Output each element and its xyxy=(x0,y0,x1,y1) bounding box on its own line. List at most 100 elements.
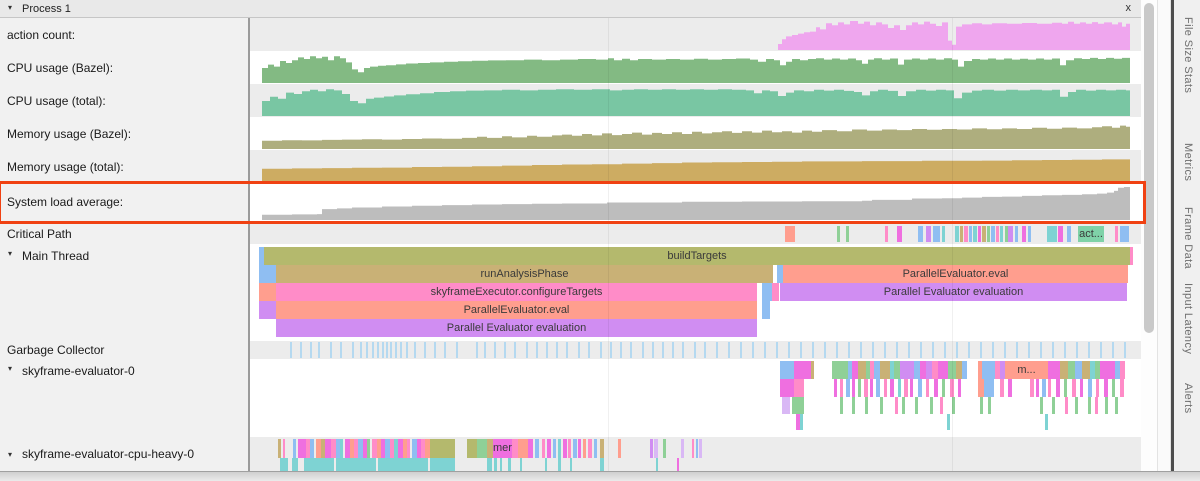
gc-event-tick[interactable] xyxy=(1100,342,1102,358)
trace-slice[interactable] xyxy=(354,439,358,458)
trace-slice[interactable] xyxy=(980,397,983,414)
trace-slice[interactable] xyxy=(880,361,890,379)
trace-slice[interactable] xyxy=(696,439,698,458)
trace-slice[interactable] xyxy=(1000,379,1004,397)
tab-frame-data[interactable]: Frame Data xyxy=(1182,207,1194,270)
gc-event-tick[interactable] xyxy=(395,342,397,358)
trace-slice[interactable] xyxy=(926,361,932,379)
garbage-collector-track[interactable] xyxy=(250,341,1141,359)
trace-slice[interactable] xyxy=(340,439,343,458)
trace-slice[interactable] xyxy=(1112,379,1115,397)
critical-path-track[interactable]: act... xyxy=(250,224,1141,244)
trace-slice[interactable] xyxy=(1075,361,1082,379)
trace-slice[interactable] xyxy=(1022,226,1026,242)
counter-track-cpu-total[interactable] xyxy=(250,84,1141,117)
trace-slice[interactable] xyxy=(293,439,296,458)
trace-slice[interactable] xyxy=(898,379,901,397)
tab-alerts[interactable]: Alerts xyxy=(1182,383,1194,414)
trace-slice[interactable] xyxy=(782,397,790,414)
trace-slice[interactable] xyxy=(1028,226,1031,242)
trace-slice[interactable] xyxy=(467,439,477,458)
trace-slice[interactable] xyxy=(1052,397,1055,414)
trace-slice[interactable] xyxy=(487,439,493,458)
trace-slice[interactable] xyxy=(1058,226,1063,242)
gc-event-tick[interactable] xyxy=(514,342,516,358)
trace-slice[interactable] xyxy=(978,379,984,397)
trace-slice[interactable] xyxy=(568,439,571,458)
trace-slice[interactable] xyxy=(1100,361,1115,379)
trace-slice[interactable] xyxy=(926,226,931,242)
trace-slice[interactable] xyxy=(934,379,938,397)
trace-slice[interactable] xyxy=(363,439,367,458)
trace-slice[interactable] xyxy=(811,361,814,379)
trace-slice[interactable] xyxy=(1064,379,1067,397)
trace-slice[interactable] xyxy=(600,439,604,458)
trace-slice[interactable] xyxy=(259,265,276,283)
trace-slice[interactable] xyxy=(304,458,334,471)
trace-slice[interactable] xyxy=(336,458,376,471)
gc-event-tick[interactable] xyxy=(662,342,664,358)
trace-slice[interactable] xyxy=(494,458,497,471)
trace-slice[interactable] xyxy=(955,226,959,242)
gc-event-tick[interactable] xyxy=(694,342,696,358)
gc-event-tick[interactable] xyxy=(400,342,402,358)
gc-event-tick[interactable] xyxy=(300,342,302,358)
trace-slice-labeled[interactable]: Parallel Evaluator evaluation xyxy=(780,283,1127,301)
trace-slice[interactable] xyxy=(1060,361,1068,379)
gc-event-tick[interactable] xyxy=(1004,342,1006,358)
trace-slice[interactable] xyxy=(890,361,894,379)
counter-track-cpu-bazel[interactable] xyxy=(250,51,1141,84)
trace-slice[interactable] xyxy=(762,283,772,301)
trace-slice-labeled[interactable]: m... xyxy=(1005,361,1048,379)
tab-input-latency[interactable]: Input Latency xyxy=(1182,283,1194,355)
gc-event-tick[interactable] xyxy=(812,342,814,358)
trace-slice[interactable] xyxy=(1045,414,1048,430)
trace-slice[interactable] xyxy=(306,439,310,458)
gc-event-tick[interactable] xyxy=(968,342,970,358)
trace-slice[interactable] xyxy=(952,397,955,414)
trace-slice[interactable] xyxy=(692,439,694,458)
gc-event-tick[interactable] xyxy=(630,342,632,358)
trace-slice-labeled[interactable]: buildTargets xyxy=(264,247,1130,265)
trace-slice[interactable] xyxy=(1036,379,1039,397)
gc-event-tick[interactable] xyxy=(546,342,548,358)
gc-event-tick[interactable] xyxy=(372,342,374,358)
gc-event-tick[interactable] xyxy=(434,342,436,358)
trace-slice[interactable] xyxy=(978,361,982,379)
trace-slice[interactable] xyxy=(880,397,883,414)
gc-event-tick[interactable] xyxy=(424,342,426,358)
gc-event-tick[interactable] xyxy=(884,342,886,358)
gc-event-tick[interactable] xyxy=(1028,342,1030,358)
trace-slice[interactable] xyxy=(578,439,581,458)
gc-event-tick[interactable] xyxy=(504,342,506,358)
horizontal-scrollbar[interactable] xyxy=(0,471,1200,481)
trace-slice[interactable] xyxy=(885,226,888,242)
trace-slice[interactable] xyxy=(960,226,963,242)
trace-slice[interactable] xyxy=(412,439,417,458)
gc-event-tick[interactable] xyxy=(980,342,982,358)
gc-event-tick[interactable] xyxy=(318,342,320,358)
gc-event-tick[interactable] xyxy=(526,342,528,358)
trace-slice[interactable] xyxy=(553,439,556,458)
trace-slice[interactable] xyxy=(558,458,561,471)
counter-track-mem-bazel[interactable] xyxy=(250,117,1141,150)
gc-event-tick[interactable] xyxy=(290,342,292,358)
gc-event-tick[interactable] xyxy=(414,342,416,358)
gc-event-tick[interactable] xyxy=(476,342,478,358)
gc-event-tick[interactable] xyxy=(1052,342,1054,358)
trace-slice[interactable] xyxy=(964,226,968,242)
trace-slice[interactable] xyxy=(918,226,923,242)
collapse-icon[interactable]: ▾ xyxy=(8,449,13,459)
gc-event-tick[interactable] xyxy=(360,342,362,358)
trace-slice[interactable] xyxy=(940,397,943,414)
trace-slice[interactable] xyxy=(762,301,770,319)
trace-slice[interactable] xyxy=(1005,226,1008,242)
trace-slice[interactable] xyxy=(1047,226,1057,242)
trace-slice[interactable] xyxy=(1115,397,1118,414)
gc-event-tick[interactable] xyxy=(456,342,458,358)
gc-event-tick[interactable] xyxy=(536,342,538,358)
trace-slice[interactable] xyxy=(852,397,855,414)
trace-slice[interactable] xyxy=(600,458,604,471)
trace-slice[interactable] xyxy=(430,458,455,471)
trace-slice[interactable] xyxy=(331,439,336,458)
